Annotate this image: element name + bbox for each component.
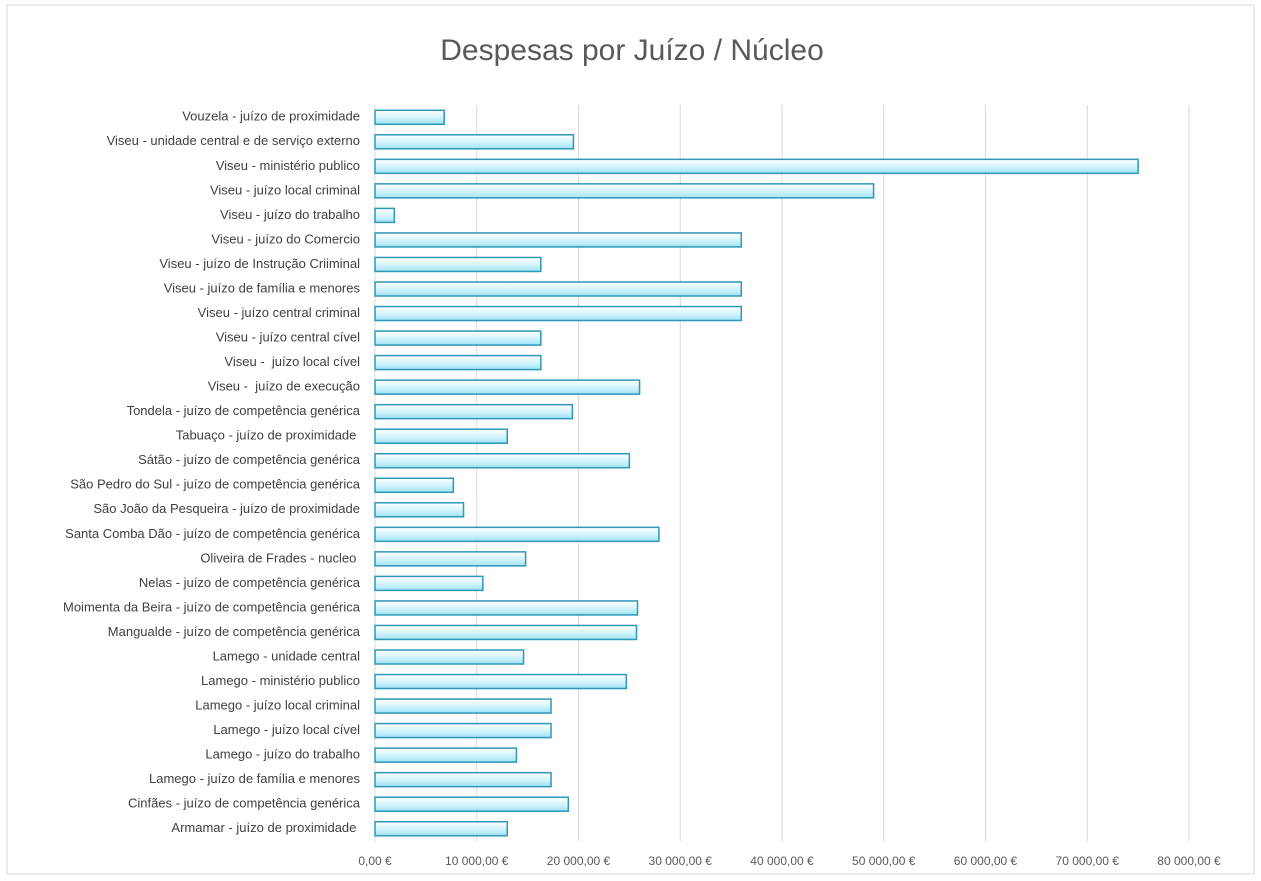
y-tick-label: Lamego - juízo de família e menores [149,771,360,786]
x-tick-label: 20 000,00 € [547,854,611,868]
bar [374,575,484,592]
bar [374,281,743,297]
y-tick-label: Cinfães - juízo de competência genérica [128,796,361,811]
y-tick-label: Lamego - juízo local criminal [195,698,360,713]
y-tick-label: Moimenta da Beira - juízo de competência… [63,599,361,614]
y-tick-label: Oliveira de Frades - nucleo [200,550,360,565]
y-tick-label: Viseu - juízo de execução [208,379,360,394]
y-tick-label: Viseu - juízo central criminal [198,305,360,320]
bar [374,207,396,224]
bar [374,354,542,371]
bar [374,722,552,739]
chart-title: Despesas por Juízo / Núcleo [440,34,824,67]
bar [374,551,527,567]
y-tick-label: Viseu - juízo local cível [224,354,360,369]
bar [374,158,1139,175]
y-tick-label: Viseu - juízo de Instrução Criiminal [159,256,360,271]
bar [374,796,570,812]
bar [374,452,631,469]
y-tick-label: São João da Pesqueira - juízo de proximi… [93,501,360,516]
y-tick-label: São Pedro do Sul - juízo de competência … [70,477,361,492]
y-tick-label: Viseu - juízo central cível [216,330,360,345]
y-tick-label: Lamego - unidade central [213,648,361,663]
y-tick-label: Tabuaço - juízo de proximidade [176,428,360,443]
bar [374,428,509,444]
y-tick-label: Tondela - juízo de competência genérica [127,403,361,418]
bar [374,134,575,150]
x-tick-label: 30 000,00 € [649,854,713,868]
bar [374,649,525,665]
bar [374,477,455,494]
x-tick-label: 70 000,00 € [1056,854,1120,868]
y-tick-label: Armamar - juízo de proximidade [171,820,360,835]
bar [374,771,552,788]
y-tick-label: Viseu - juízo de família e menores [164,280,361,295]
bar [374,698,552,714]
bar [374,624,638,641]
y-tick-label: Viseu - unidade central e de serviço ext… [107,133,360,148]
bar [374,232,743,248]
bar [374,109,445,126]
y-tick-label: Lamego - juízo do trabalho [205,747,360,762]
y-tick-label: Viseu - juízo do trabalho [220,207,360,222]
bar [374,747,518,763]
x-tick-label: 10 000,00 € [445,854,509,868]
y-tick-label: Viseu - juízo local criminal [210,182,360,197]
bar [374,403,574,420]
x-tick-label: 50 000,00 € [852,854,916,868]
y-tick-label: Viseu - juízo do Comercio [211,231,360,246]
x-tick-label: 60 000,00 € [954,854,1018,868]
x-tick-label: 0,00 € [358,854,392,868]
y-tick-label: Viseu - ministério publico [216,158,360,173]
bar [374,330,542,346]
bar [374,502,465,518]
bar [374,183,875,199]
bar [374,526,660,543]
y-tick-label: Vouzela - juízo de proximidade [182,109,360,124]
bar [374,256,542,273]
y-tick-label: Mangualde - juízo de competência genéric… [108,624,361,639]
bar [374,600,639,616]
x-tick-label: 80 000,00 € [1157,854,1221,868]
y-tick-label: Sátão - juízo de competência genérica [138,452,361,467]
y-tick-label: Lamego - ministério publico [201,673,360,688]
bar [374,305,743,322]
bar [374,673,628,690]
y-tick-label: Lamego - juízo local cível [213,722,360,737]
bar [374,379,641,395]
y-tick-label: Nelas - juízo de competência genérica [139,575,361,590]
x-tick-label: 40 000,00 € [750,854,814,868]
bar [374,820,509,837]
y-tick-label: Santa Comba Dão - juízo de competência g… [65,526,361,541]
chart-frame [6,4,1255,875]
